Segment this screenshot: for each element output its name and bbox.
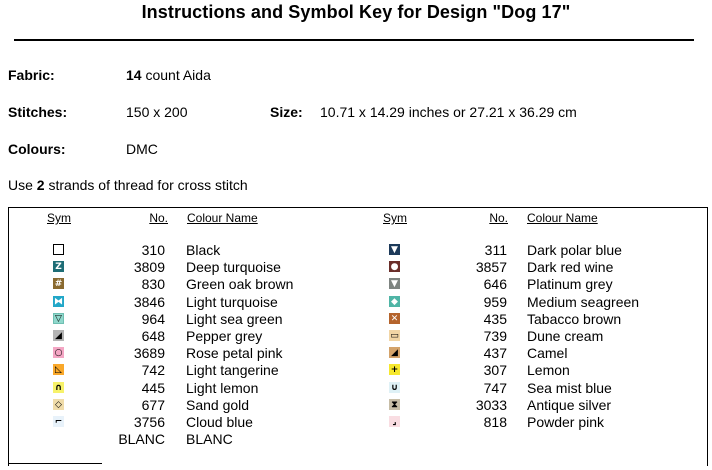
colour-name: Powder pink: [527, 414, 605, 430]
corner-triangle-icon: ◢: [389, 347, 400, 359]
dmc-number: 310: [141, 242, 165, 258]
table-bottom-edge: [8, 463, 102, 464]
plus-symbol-icon: +: [389, 364, 400, 376]
dmc-number: 830: [141, 276, 165, 293]
dmc-number: BLANC: [118, 431, 165, 448]
colour-name: Sea mist blue: [527, 379, 612, 396]
blank-symbol-icon: [53, 433, 64, 445]
colour-name: Rose petal pink: [186, 345, 283, 362]
colour-name: Antique silver: [527, 396, 612, 413]
fabric-value: 14 count Aida: [126, 67, 211, 83]
arch-symbol-icon: ∩: [53, 381, 64, 393]
colours-value: DMC: [126, 141, 158, 157]
colour-name: Light lemon: [186, 379, 259, 396]
hourglass-symbol-icon: ⧗: [389, 398, 400, 410]
colour-name: Deep turquoise: [186, 259, 281, 276]
dmc-number: 742: [141, 362, 165, 379]
fabric-label: Fabric:: [8, 67, 55, 83]
instruction-post: strands of thread for cross stitch: [48, 177, 248, 193]
triangle-down-icon: ▼: [389, 278, 400, 290]
diamond-symbol-icon: ◇: [53, 398, 64, 410]
filled-triangle-icon: ▼: [389, 244, 400, 255]
stitches-label: Stitches:: [8, 104, 68, 120]
dmc-number: 3689: [133, 345, 165, 362]
colour-name: Pepper grey: [186, 328, 263, 344]
dmc-number: 311: [484, 242, 507, 258]
stitches-value: 150 x 200: [126, 104, 188, 120]
colour-name: Camel: [527, 345, 568, 362]
header-sym-right: Sym: [383, 211, 407, 225]
thread-instruction: Use 2 strands of thread for cross stitch: [8, 177, 248, 193]
dmc-number: 435: [483, 310, 507, 327]
bowtie-symbol-icon: ⧓: [53, 295, 64, 307]
header-sym-left: Sym: [47, 211, 71, 225]
colour-name: BLANC: [186, 431, 233, 448]
dmc-number: 445: [141, 379, 165, 396]
size-label: Size:: [270, 104, 303, 120]
hollow-square-icon: [53, 244, 64, 255]
filled-circle-icon: ●: [389, 261, 400, 273]
corner-triangle-icon: ◢: [53, 330, 64, 341]
colours-label: Colours:: [8, 141, 66, 157]
dmc-number: 307: [483, 362, 507, 379]
corner-mark-icon: ⌐: [53, 416, 64, 427]
dmc-number: 3033: [475, 396, 507, 413]
rectangle-symbol-icon: ▭: [389, 330, 400, 341]
instruction-pre: Use: [8, 177, 33, 193]
colour-name: Sand gold: [186, 396, 250, 413]
header-name-right: Colour Name: [527, 211, 598, 225]
dmc-number: 964: [141, 310, 165, 327]
document-title: Instructions and Symbol Key for Design "…: [141, 2, 571, 22]
colour-name: Dark polar blue: [527, 242, 622, 258]
right-triangle-icon: ◺: [53, 364, 64, 376]
colour-name: Light sea green: [186, 310, 283, 327]
colour-name: Light turquoise: [186, 293, 278, 310]
fabric-type: count Aida: [145, 67, 211, 83]
title-divider: [14, 39, 694, 41]
cup-symbol-icon: ∪: [389, 381, 400, 393]
colour-name: Platinum grey: [527, 276, 613, 293]
dmc-number: 3857: [475, 259, 507, 276]
dmc-number: 437: [483, 345, 507, 362]
colour-name: Green oak brown: [186, 276, 294, 293]
dmc-number: 3756: [133, 414, 165, 430]
triangle-down-icon: ▽: [53, 312, 64, 324]
dmc-number: 739: [483, 328, 507, 344]
colour-name: Dune cream: [527, 328, 604, 344]
colour-name: Dark red wine: [527, 259, 614, 276]
dmc-number: 818: [483, 414, 507, 430]
header-no-right: No.: [489, 211, 508, 225]
dmc-number: 3809: [133, 259, 165, 276]
colour-name: Cloud blue: [186, 414, 253, 430]
colour-name: Light tangerine: [186, 362, 279, 379]
colour-name: Lemon: [527, 362, 570, 379]
dmc-number: 648: [141, 328, 165, 344]
hash-symbol-icon: #: [53, 278, 64, 290]
dmc-number: 3846: [133, 293, 165, 310]
header-name-left: Colour Name: [187, 211, 258, 225]
dmc-number: 959: [483, 293, 507, 310]
diamond-filled-icon: ◆: [389, 295, 400, 307]
strand-count: 2: [36, 177, 45, 193]
z-symbol-icon: Z: [53, 261, 64, 273]
cross-symbol-icon: ✕: [389, 312, 400, 324]
dmc-number: 646: [483, 276, 507, 293]
colour-name: Black: [186, 242, 221, 258]
colour-name: Tabacco brown: [527, 310, 622, 327]
colour-name: Medium seagreen: [527, 293, 640, 310]
symbol-key-table: [8, 207, 708, 466]
fabric-count: 14: [126, 67, 142, 83]
corner-mark-icon: ⌟: [389, 416, 400, 427]
header-no-left: No.: [149, 211, 168, 225]
dmc-number: 747: [483, 379, 507, 396]
circle-symbol-icon: ○: [53, 347, 64, 359]
size-value: 10.71 x 14.29 inches or 27.21 x 36.29 cm: [320, 104, 577, 120]
dmc-number: 677: [141, 396, 165, 413]
